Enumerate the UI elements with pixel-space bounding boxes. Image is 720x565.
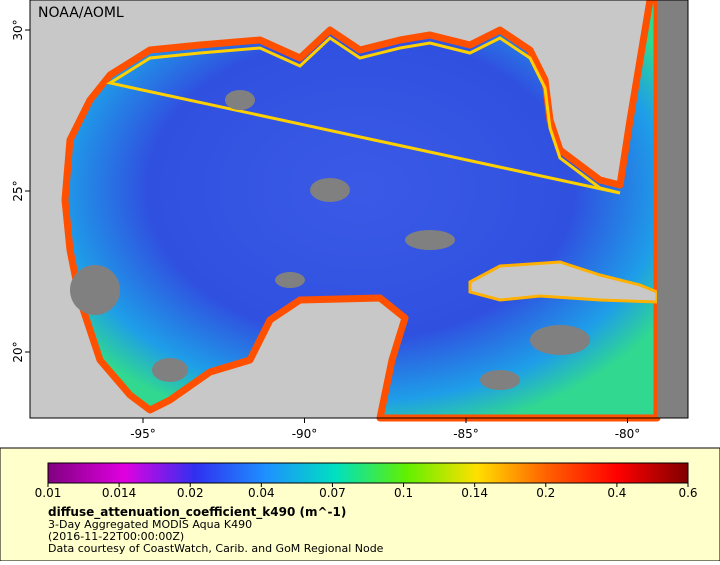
no-data-strip bbox=[657, 0, 688, 418]
colorbar-tick-label: 0.04 bbox=[248, 486, 275, 500]
map-frame bbox=[29, 0, 689, 419]
colorbar-tick-label: 0.4 bbox=[607, 486, 626, 500]
caption-source: Data courtesy of CoastWatch, Carib. and … bbox=[48, 542, 384, 555]
colorbar-tick-label: 0.01 bbox=[35, 486, 62, 500]
lon-tick-label: -95° bbox=[130, 427, 156, 441]
cloud-patches bbox=[70, 90, 590, 390]
colorbar-tick-label: 0.014 bbox=[102, 486, 136, 500]
colorbar bbox=[47, 462, 689, 484]
colorbar-tick-label: 0.14 bbox=[461, 486, 488, 500]
lat-tick-label: 25° bbox=[11, 180, 25, 201]
colorbar-tick-label: 0.07 bbox=[319, 486, 346, 500]
colorbar-tick-label: 0.6 bbox=[678, 486, 697, 500]
lon-tick-label: -80° bbox=[615, 427, 641, 441]
colorbar-tick-label: 0.02 bbox=[177, 486, 204, 500]
caption-dataset: 3-Day Aggregated MODIS Aqua K490 bbox=[48, 518, 252, 531]
caption-time: (2016-11-22T00:00:00Z) bbox=[48, 530, 184, 543]
colorbar-tick-label: 0.1 bbox=[394, 486, 413, 500]
lon-tick-label: -90° bbox=[292, 427, 318, 441]
credit: NOAA/AOML bbox=[38, 5, 124, 21]
lat-tick-label: 20° bbox=[11, 341, 25, 362]
colorbar-tick-label: 0.2 bbox=[536, 486, 555, 500]
caption-variable: diffuse_attenuation_coefficient_k490 (m^… bbox=[48, 505, 346, 520]
coastal-band bbox=[106, 36, 621, 195]
lat-tick-label: 30° bbox=[11, 19, 25, 40]
lon-tick-label: -85° bbox=[453, 427, 479, 441]
